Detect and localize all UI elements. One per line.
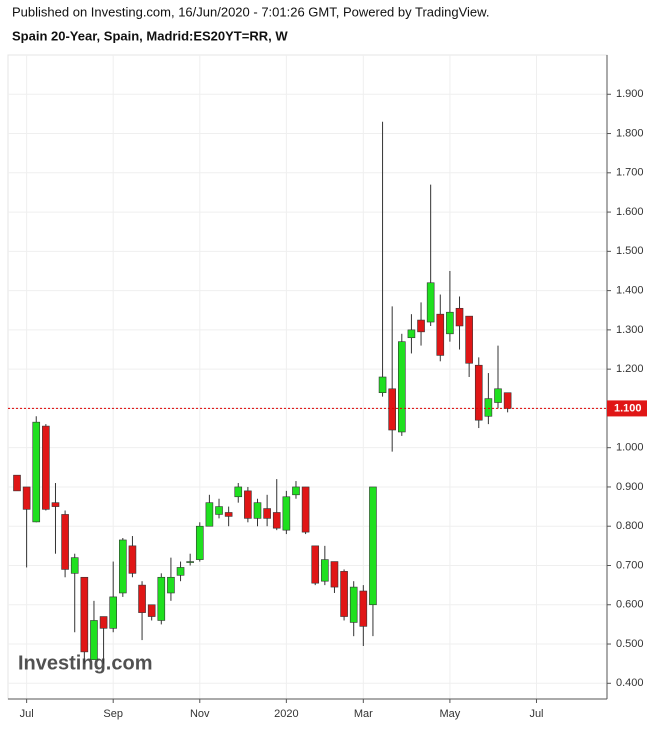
x-tick-label: Jul [529,708,543,720]
candle-body [13,474,21,492]
last-price-label: 1.100 [614,402,642,414]
y-tick-label: 1.000 [616,442,644,454]
y-tick-label: 0.700 [616,559,644,571]
candle-body [195,525,204,560]
y-tick-label: 1.600 [616,206,644,218]
candle-body [244,490,252,519]
candle-body [42,425,50,510]
candle-body [282,496,291,531]
candle-body [340,571,348,617]
y-tick-label: 1.700 [616,167,644,179]
candle-body [138,584,146,613]
candle-body [359,590,368,627]
candle-body [22,486,31,510]
candle-body [147,604,156,617]
y-tick-label: 1.800 [616,127,644,139]
candle-body [426,282,435,323]
y-tick-label: 0.900 [616,481,644,493]
y-tick-label: 1.200 [616,363,644,375]
y-tick-label: 1.300 [616,324,644,336]
watermark: Investing.com [18,652,152,674]
y-tick-label: 1.400 [616,285,644,297]
y-tick-label: 0.500 [616,638,644,650]
candle-body [253,502,262,519]
x-tick-label: Mar [354,708,373,720]
last-price-box [607,400,647,417]
candle-body [301,486,310,533]
header: Published on Investing.com, 16/Jun/2020 … [12,4,489,19]
x-tick-label: Sep [103,708,123,720]
candle-body [61,514,69,570]
candle-body [330,561,339,588]
candle-body [474,364,483,421]
candle-body [234,486,243,498]
candle-body [263,508,271,519]
candle-body [417,319,425,333]
candle-body [311,545,320,584]
candle-body [157,576,166,621]
candle-body [186,561,194,563]
candle-body [455,307,464,327]
candle-body [446,311,454,335]
x-tick-label: May [440,708,461,720]
candle-body [349,586,358,623]
candle-body [494,388,502,403]
candle-body [167,576,175,594]
candle-body [465,315,473,364]
candle-body [128,545,137,574]
y-tick-label: 1.900 [616,88,644,100]
candle-body [378,376,387,394]
candle-body [215,506,223,515]
candle-body [292,486,300,496]
y-tick-label: 0.400 [616,677,644,689]
candle-body [321,559,329,582]
candle-body [388,388,396,431]
candle-body [99,616,108,629]
candle-body [272,512,281,529]
x-tick-label: Nov [190,708,210,720]
candle-body [205,502,214,527]
candle-body [51,502,60,507]
candle-body [397,341,406,433]
x-tick-label: 2020 [274,708,298,720]
candle-body [369,486,377,606]
y-tick-label: 1.500 [616,245,644,257]
candle-body [484,398,493,417]
plot-frame [7,54,608,700]
candle-body [32,421,41,523]
candle-body [407,329,416,339]
candle-body [70,557,79,574]
x-tick-label: Jul [20,708,34,720]
y-tick-label: 0.600 [616,599,644,611]
candle-body [90,620,98,661]
candle-body [503,392,512,409]
candle-body [109,596,117,629]
candle-body [436,313,445,356]
candle-body [224,512,233,517]
candle-body [80,576,89,653]
candle-body [176,567,185,576]
candle-body [119,539,127,594]
y-tick-label: 0.800 [616,520,644,532]
chart-title: Spain 20-Year, Spain, Madrid:ES20YT=RR, … [12,28,288,43]
